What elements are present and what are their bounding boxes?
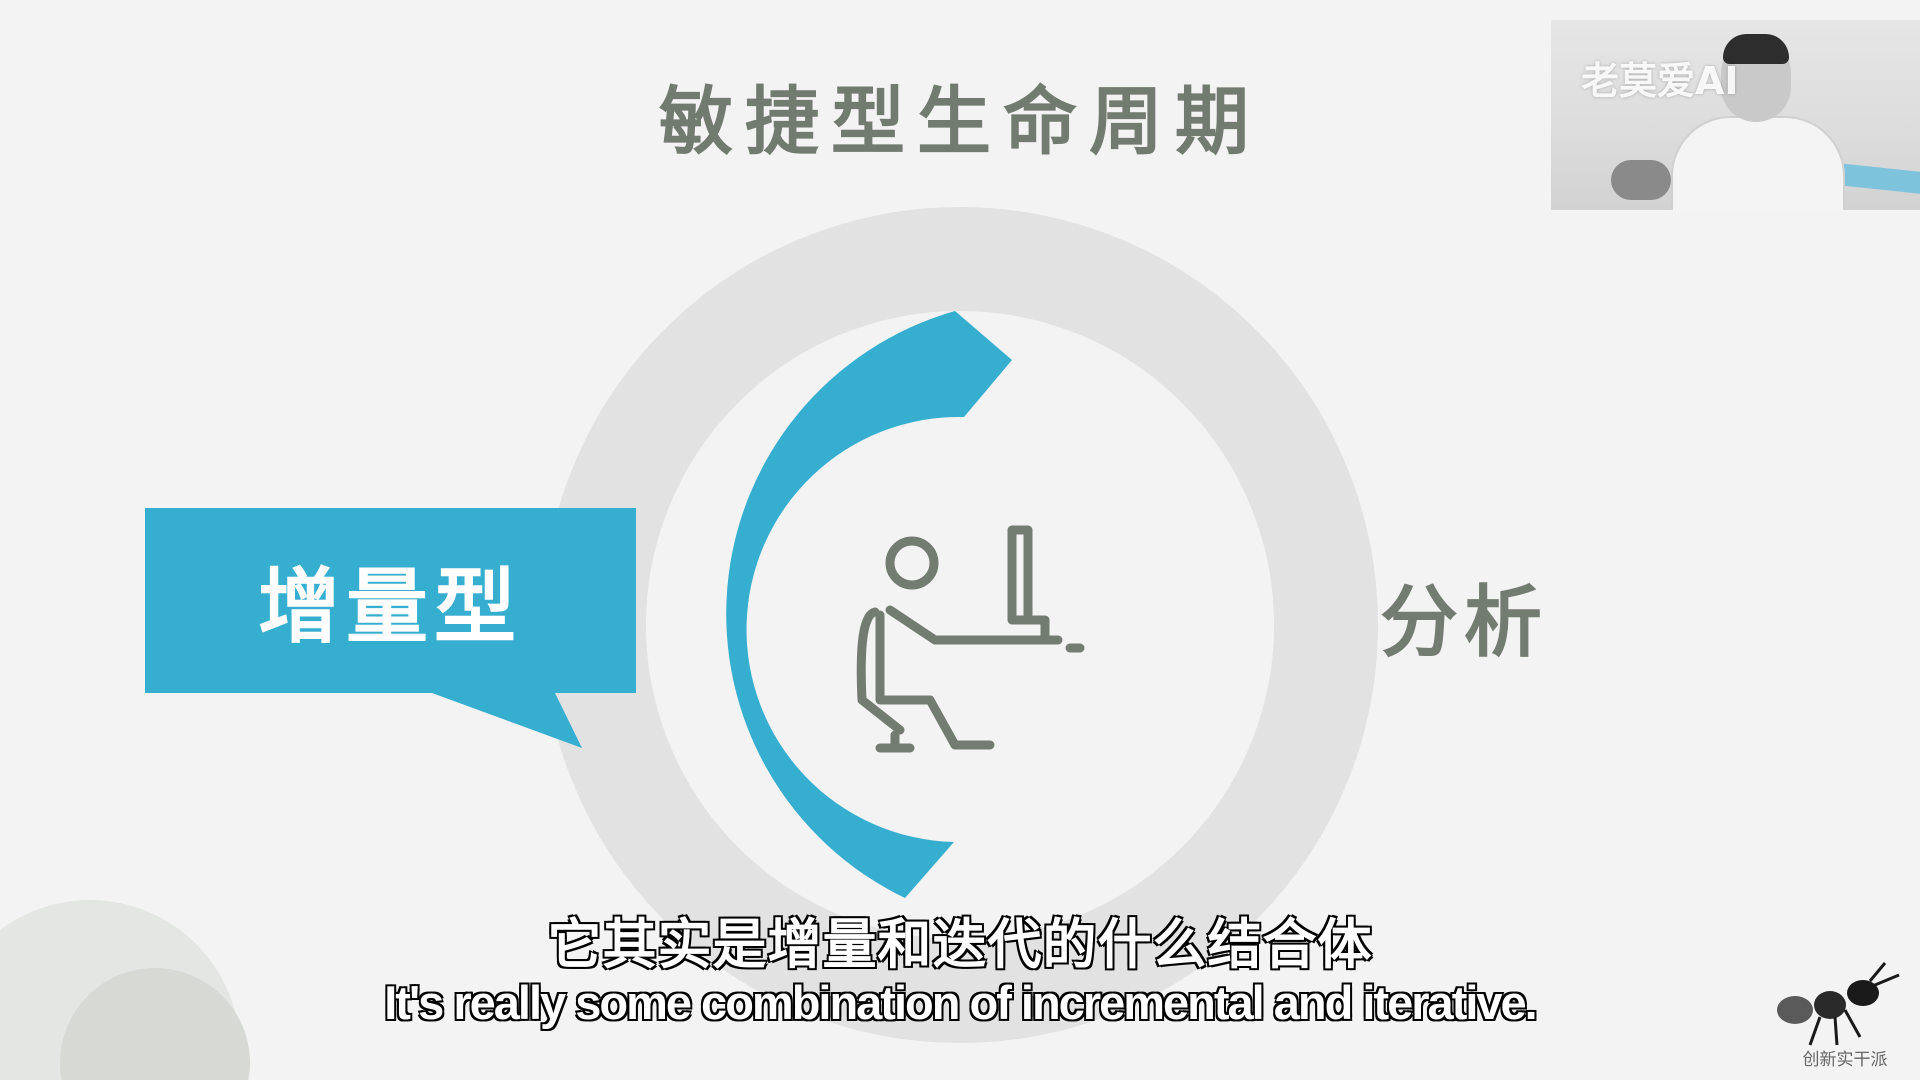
subtitle-english: It's really some combination of incremen…	[383, 975, 1539, 1030]
person-at-computer-icon	[856, 525, 1085, 753]
ant-logo-icon	[1777, 962, 1900, 1046]
logo-text: 创新实干派	[1802, 1050, 1888, 1070]
presenter-hand	[1611, 160, 1671, 200]
donut-blue-segment	[726, 311, 1012, 898]
subtitle-chinese: 它其实是增量和迭代的什么结合体	[547, 912, 1373, 977]
callout-box	[145, 508, 636, 748]
channel-watermark: 老莫爱AI	[1581, 59, 1739, 103]
presenter-body	[1671, 116, 1845, 210]
phase-label: 分析	[1380, 578, 1549, 668]
slide-title: 敏捷型生命周期	[659, 79, 1261, 165]
callout-label: 增量型	[257, 560, 522, 655]
webcam-overlay: 老莫爱AI	[1551, 20, 1920, 210]
presenter-hair	[1723, 34, 1789, 64]
